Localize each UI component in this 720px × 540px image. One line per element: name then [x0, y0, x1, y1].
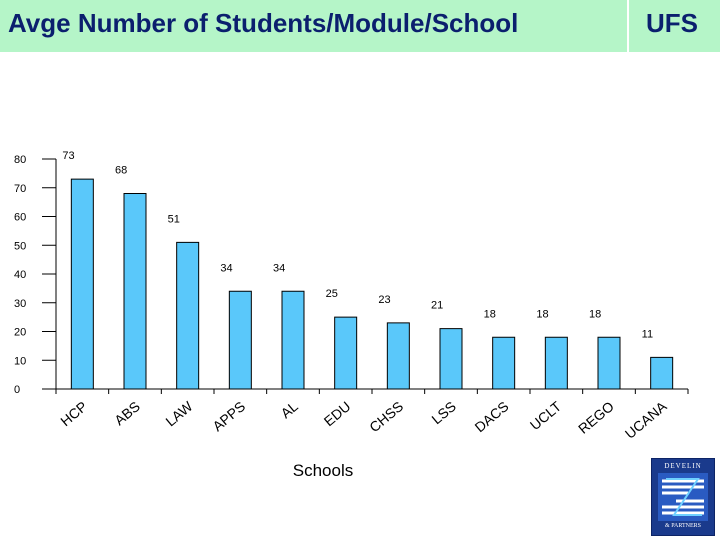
bar: [228, 290, 252, 390]
data-label: 18: [589, 308, 601, 320]
bar: [281, 290, 305, 390]
x-category-label: APPS: [209, 398, 248, 434]
y-tick-label: 30: [14, 298, 26, 310]
develin-logo: DEVELIN & PARTNERS: [651, 458, 715, 536]
bar: [70, 178, 94, 390]
data-labels: 73 68 51 34 34 25 23 21 18 18 18 11: [62, 150, 653, 340]
data-label: 21: [431, 300, 443, 312]
x-category-label: EDU: [321, 398, 354, 429]
bar: [386, 322, 410, 390]
data-label: 23: [378, 294, 390, 306]
data-label: 68: [115, 165, 127, 177]
data-label: 34: [220, 262, 232, 274]
bar: [492, 336, 516, 390]
y-tick-label: 40: [14, 269, 26, 281]
y-tick-label: 0: [14, 384, 20, 396]
x-axis-labels: HCP ABS LAW APPS AL EDU CHSS LSS DACS UCLT REGO UCA…: [57, 398, 670, 442]
x-category-label: UCANA: [622, 398, 670, 442]
data-label: 18: [536, 308, 548, 320]
y-tick-label: 20: [14, 327, 26, 339]
bar: [597, 336, 621, 390]
x-category-label: UCLT: [527, 398, 565, 433]
y-tick-label: 70: [14, 183, 26, 195]
y-tick-label: 60: [14, 212, 26, 224]
x-axis-title: Schools: [293, 461, 353, 480]
x-category-label: ABS: [111, 398, 143, 428]
x-category-label: LAW: [162, 398, 196, 430]
slide-title: Avge Number of Students/Module/School: [8, 8, 519, 38]
bar-series: [70, 178, 674, 390]
bar: [123, 193, 147, 390]
x-category-label: REGO: [575, 398, 617, 437]
data-label: 11: [642, 328, 653, 340]
data-label: 51: [168, 213, 180, 225]
y-tick-label: 50: [14, 240, 26, 252]
logo-mark-icon: [658, 473, 708, 521]
bar: [334, 316, 358, 390]
bar: [439, 328, 463, 390]
bar: [650, 356, 674, 390]
x-category-label: DACS: [472, 398, 512, 435]
data-label: 34: [273, 262, 285, 274]
data-label: 73: [62, 150, 74, 162]
bar: [544, 336, 568, 390]
data-label: 25: [326, 288, 338, 300]
logo-name: DEVELIN: [664, 462, 702, 470]
x-category-label: AL: [278, 398, 302, 421]
x-category-label: CHSS: [366, 398, 406, 435]
data-label: 18: [484, 308, 496, 320]
title-banner: Avge Number of Students/Module/School UF…: [0, 0, 720, 52]
logo-sub: & PARTNERS: [665, 523, 701, 529]
y-tick-label: 10: [14, 355, 26, 367]
brand-label: UFS: [646, 8, 698, 38]
y-tick-label: 80: [14, 154, 26, 166]
x-category-label: HCP: [57, 398, 90, 429]
y-axis-ticks: 0 10 20 30 40 50 60 70 80: [14, 154, 689, 396]
chart-axes: [55, 159, 688, 390]
bar: [176, 241, 200, 390]
banner-divider: [627, 0, 629, 52]
x-category-label: LSS: [428, 398, 459, 427]
